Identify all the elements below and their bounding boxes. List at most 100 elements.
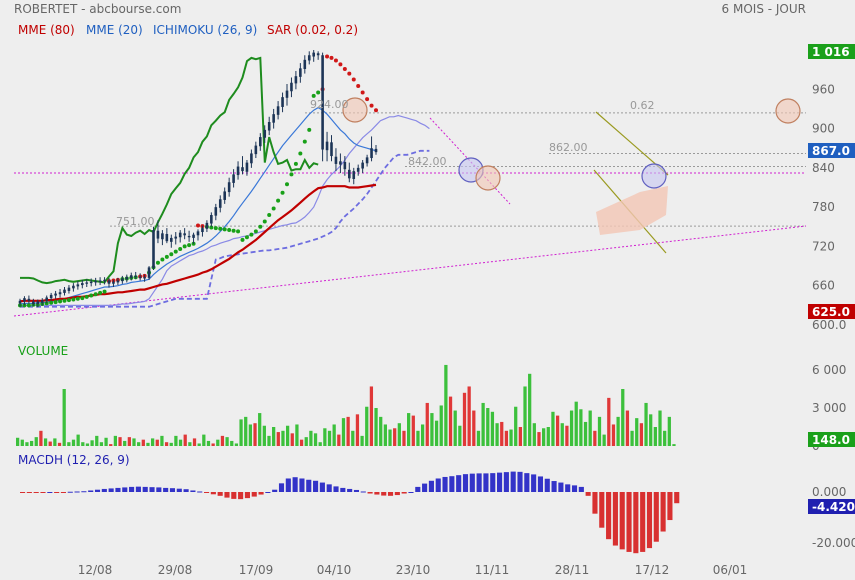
volume-bar bbox=[211, 443, 215, 446]
volume-bar bbox=[57, 442, 62, 446]
sar-dot bbox=[280, 190, 285, 195]
macd-bar bbox=[347, 488, 353, 492]
volume-bar bbox=[132, 438, 136, 446]
sar-dot bbox=[285, 182, 289, 187]
macd-bar bbox=[490, 473, 496, 492]
sar-dot bbox=[102, 289, 107, 294]
price-tick-label: 600.0 bbox=[812, 318, 846, 332]
volume-bar bbox=[248, 424, 253, 446]
sar-dot bbox=[209, 225, 214, 230]
candle-body bbox=[210, 215, 213, 224]
sar-dot bbox=[196, 223, 200, 228]
volume-bar bbox=[579, 409, 583, 446]
candle-body bbox=[125, 277, 129, 280]
volume-bar bbox=[113, 435, 118, 446]
macd-bar bbox=[537, 476, 544, 492]
volume-bar bbox=[239, 419, 243, 446]
macd-bar bbox=[156, 487, 162, 492]
volume-bar bbox=[123, 440, 127, 446]
volume-bar bbox=[81, 442, 85, 446]
volume-tick-label: 3 000 bbox=[812, 401, 846, 415]
volume-bar bbox=[202, 434, 206, 446]
macd-bar bbox=[299, 478, 305, 492]
volume-bar bbox=[206, 440, 211, 446]
sar-dot bbox=[213, 226, 218, 231]
volume-bar bbox=[514, 406, 518, 446]
macd-bar bbox=[94, 489, 101, 492]
candle-body bbox=[352, 171, 356, 179]
macd-bar bbox=[169, 488, 176, 492]
macd-bar bbox=[74, 491, 80, 493]
sar-dot bbox=[89, 293, 94, 298]
macd-bar bbox=[20, 492, 26, 493]
candle-body bbox=[85, 282, 89, 284]
sar-dot bbox=[302, 139, 307, 144]
sar-dot bbox=[93, 292, 98, 297]
volume-bar bbox=[34, 437, 38, 446]
macd-last-label: -4.420 bbox=[812, 500, 855, 514]
macd-bar bbox=[544, 478, 550, 492]
volume-bar bbox=[76, 434, 80, 446]
candle-body bbox=[294, 76, 298, 84]
candle-body bbox=[107, 280, 111, 284]
volume-bar bbox=[653, 427, 657, 446]
sar-dot bbox=[267, 213, 272, 217]
candle-body bbox=[18, 300, 22, 304]
volume-bar bbox=[393, 428, 397, 446]
volume-bar bbox=[509, 429, 513, 446]
volume-bar bbox=[518, 427, 522, 446]
sar-dot bbox=[222, 227, 227, 232]
volume-bar bbox=[276, 432, 280, 446]
volume-bar bbox=[351, 430, 355, 446]
volume-bar bbox=[178, 439, 183, 446]
volume-bar bbox=[523, 386, 527, 446]
volume-bar bbox=[625, 410, 630, 446]
volume-bar bbox=[532, 423, 536, 446]
macd-bar bbox=[401, 492, 407, 494]
macd-bar bbox=[190, 490, 196, 492]
resistance-line-trend bbox=[429, 117, 511, 205]
candle-body bbox=[267, 122, 271, 131]
volume-bar bbox=[104, 437, 108, 446]
volume-bar bbox=[169, 442, 173, 446]
volume-bar bbox=[565, 425, 569, 446]
macd-bar bbox=[224, 492, 230, 498]
macd-bar bbox=[217, 492, 223, 496]
sar-dot bbox=[164, 254, 169, 259]
volume-bar bbox=[607, 397, 611, 446]
candle-body bbox=[339, 161, 342, 165]
volume-bar bbox=[602, 434, 606, 446]
macd-bar bbox=[551, 481, 557, 492]
macd-bar bbox=[313, 480, 319, 492]
macd-bar bbox=[510, 471, 516, 492]
candle-body bbox=[281, 97, 284, 107]
volume-bar bbox=[504, 430, 509, 446]
sar-dot bbox=[53, 300, 58, 305]
candle-body bbox=[116, 280, 120, 283]
volume-bar bbox=[192, 438, 197, 446]
candle-body bbox=[45, 297, 48, 301]
candle-body bbox=[223, 191, 226, 200]
candle-body bbox=[316, 53, 320, 56]
volume-bar bbox=[495, 423, 499, 446]
sar-dot bbox=[271, 206, 276, 211]
macd-bar bbox=[54, 492, 60, 493]
volume-bar bbox=[267, 435, 271, 446]
volume-last-label: 148.0 bbox=[812, 433, 850, 447]
volume-bar bbox=[258, 413, 262, 446]
candle-body bbox=[27, 298, 31, 301]
x-date-label: 23/10 bbox=[396, 563, 431, 577]
candle-body bbox=[156, 230, 160, 239]
candle-body bbox=[227, 182, 231, 193]
macd-bar bbox=[122, 487, 128, 492]
volume-bar bbox=[43, 438, 48, 446]
price-tick-label: 780 bbox=[812, 200, 835, 214]
macd-bar bbox=[517, 471, 523, 492]
volume-bar bbox=[420, 424, 425, 446]
volume-bar bbox=[560, 423, 564, 446]
volume-bar bbox=[304, 437, 308, 446]
sar-dot bbox=[227, 228, 232, 233]
sar-dot bbox=[307, 127, 312, 132]
volume-bar bbox=[379, 416, 383, 446]
sar-dot bbox=[244, 235, 249, 240]
